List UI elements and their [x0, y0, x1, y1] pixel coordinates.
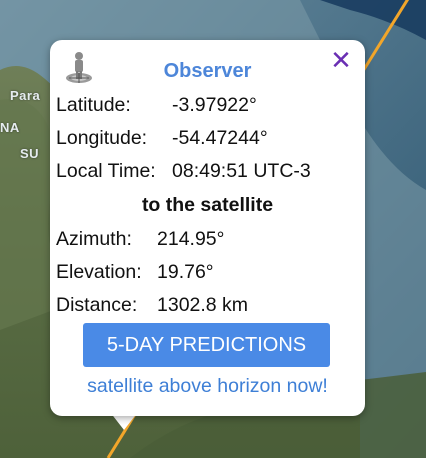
close-button[interactable]: ✕	[329, 45, 353, 75]
satellite-status-link[interactable]: satellite above horizon now!	[87, 375, 328, 397]
longitude-value: -54.47244°	[172, 127, 268, 149]
azimuth-row: Azimuth: 214.95°	[56, 228, 224, 251]
map-label-para: Para	[10, 88, 41, 103]
local-time-value: 08:49:51 UTC-3	[172, 160, 311, 182]
elevation-row: Elevation: 19.76°	[56, 261, 214, 284]
distance-row: Distance: 1302.8 km	[56, 294, 248, 317]
popup-title: Observer	[163, 60, 252, 82]
elevation-label: Elevation:	[56, 261, 142, 283]
section-heading: to the satellite	[141, 194, 274, 216]
five-day-predictions-button[interactable]: 5-DAY PREDICTIONS	[83, 323, 330, 367]
map-label-su: SU	[20, 146, 40, 161]
distance-value: 1302.8 km	[157, 294, 249, 316]
longitude-row: Longitude: -54.47244°	[56, 127, 268, 150]
latitude-label: Latitude:	[56, 94, 131, 116]
popup-pointer	[110, 412, 138, 430]
azimuth-value: 214.95°	[157, 228, 225, 250]
distance-label: Distance:	[56, 294, 138, 316]
longitude-label: Longitude:	[56, 127, 148, 149]
elevation-value: 19.76°	[157, 261, 214, 283]
map-label-na: NA	[0, 120, 20, 135]
local-time-label: Local Time:	[56, 160, 156, 182]
latitude-row: Latitude: -3.97922°	[56, 94, 257, 117]
latitude-value: -3.97922°	[172, 94, 257, 116]
observer-popup: ✕ Observer Latitude: -3.97922° Longitude…	[50, 40, 365, 416]
local-time-row: Local Time: 08:49:51 UTC-3	[56, 160, 311, 183]
close-icon: ✕	[330, 45, 352, 75]
azimuth-label: Azimuth:	[56, 228, 132, 250]
observer-person-icon	[62, 50, 96, 84]
